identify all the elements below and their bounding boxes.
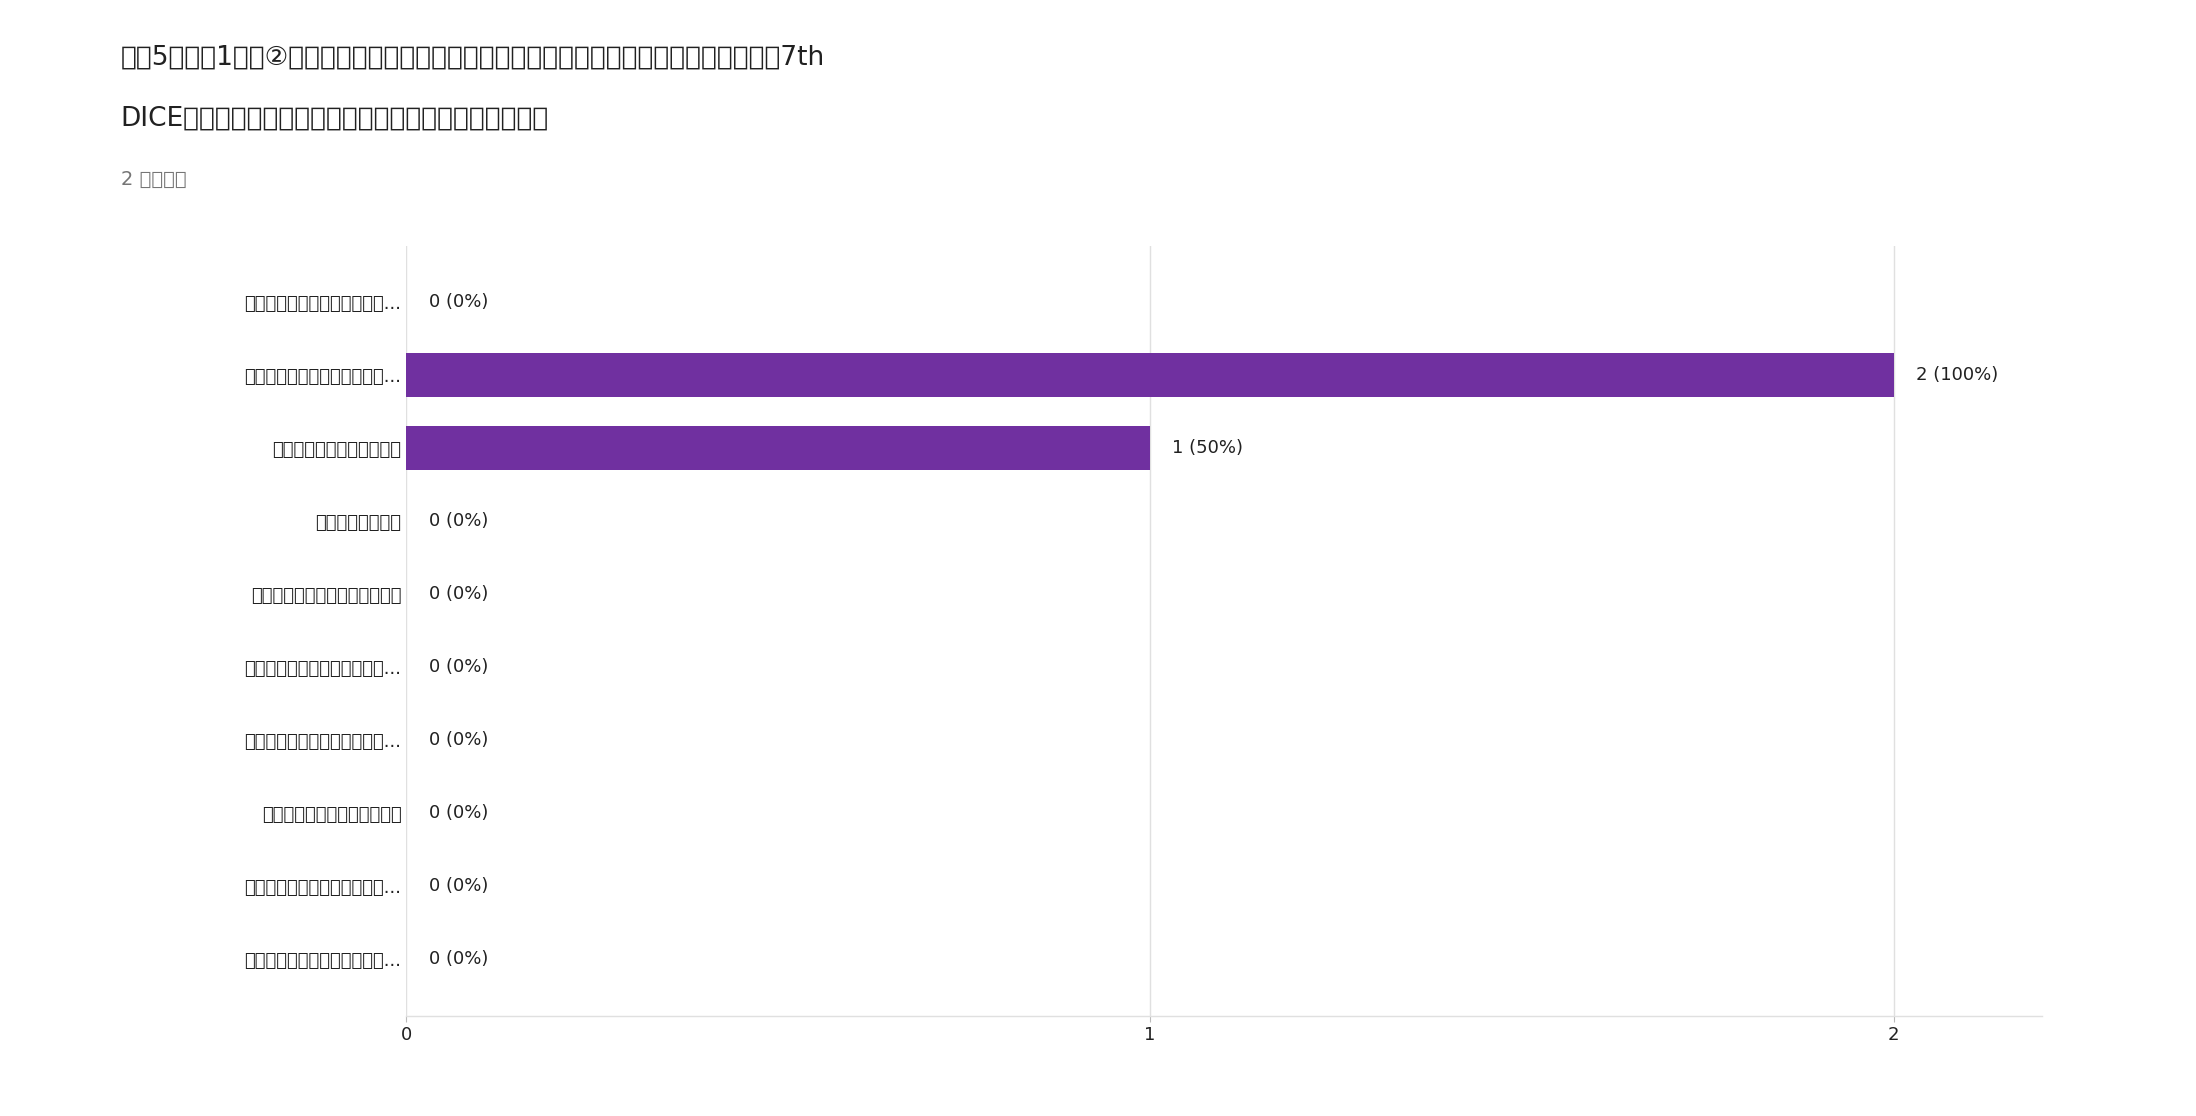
Text: 0 (0%): 0 (0%) [428,294,488,311]
Text: 0 (0%): 0 (0%) [428,877,488,895]
Bar [406,426,1151,470]
Text: 0 (0%): 0 (0%) [428,658,488,676]
Text: 2 (100%): 2 (100%) [1915,366,1998,384]
Text: 0 (0%): 0 (0%) [428,585,488,603]
Text: 0 (0%): 0 (0%) [428,512,488,530]
Text: DICEに行かなかった理由は何ですか？　（複数回答可）: DICEに行かなかった理由は何ですか？ （複数回答可） [121,106,549,132]
Text: 2 件の回答: 2 件の回答 [121,170,187,189]
Text: 質問5　質問1で「②知っているが、行ったことはない。」と回答された方へ質問します。7th: 質問5 質問1で「②知っているが、行ったことはない。」と回答された方へ質問します… [121,45,826,70]
Text: 0 (0%): 0 (0%) [428,731,488,749]
Text: 1 (50%): 1 (50%) [1173,440,1243,458]
Text: 0 (0%): 0 (0%) [428,950,488,968]
Bar [406,354,1893,397]
Text: 0 (0%): 0 (0%) [428,804,488,821]
